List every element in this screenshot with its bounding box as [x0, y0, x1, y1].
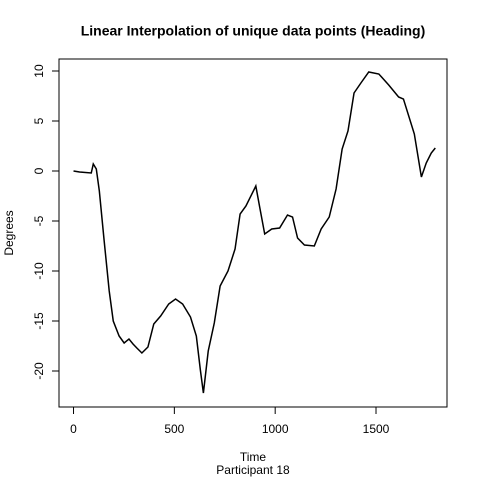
y-tick-label: -10 [32, 262, 46, 280]
x-axis-label: Time [240, 450, 267, 464]
x-tick-label: 1000 [262, 422, 289, 436]
chart-title: Linear Interpolation of unique data poin… [81, 23, 426, 39]
y-tick-label: 0 [32, 167, 46, 174]
y-tick-label: -20 [32, 362, 46, 380]
subtitle: Participant 18 [216, 463, 290, 477]
x-tick-label: 500 [164, 422, 184, 436]
y-tick-label: 5 [32, 117, 46, 124]
y-tick-label: -15 [32, 312, 46, 330]
y-tick-label: 10 [32, 64, 46, 78]
data-line [73, 71, 436, 394]
y-axis-label: Degrees [2, 210, 16, 255]
x-tick-label: 0 [70, 422, 77, 436]
x-tick-label: 1500 [363, 422, 390, 436]
y-tick-label: -5 [32, 215, 46, 226]
